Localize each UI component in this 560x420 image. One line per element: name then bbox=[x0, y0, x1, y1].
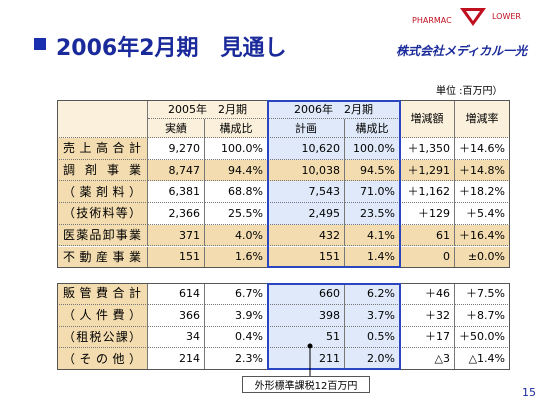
table-cell: 211 bbox=[268, 348, 345, 370]
table-cell: 2.0% bbox=[345, 348, 400, 370]
table-cell: 9,270 bbox=[148, 138, 205, 160]
annotation-box: 外形標準課税12百万円 bbox=[242, 376, 370, 393]
table-cell: ＋16.4% bbox=[455, 224, 510, 247]
unit-label: 単位 :百万円） bbox=[436, 86, 503, 97]
row-label: 不動産事業 bbox=[57, 246, 148, 269]
group-header: 増減額 bbox=[400, 100, 455, 138]
table-cell: △3 bbox=[400, 348, 455, 370]
table-cell: 10,038 bbox=[268, 159, 345, 182]
table-cell: ＋1,291 bbox=[400, 159, 455, 182]
table-cell: 100.0% bbox=[205, 138, 268, 160]
row-label: 調剤事業 bbox=[57, 159, 148, 182]
sub-header: 計画 bbox=[268, 119, 345, 138]
sub-header: 構成比 bbox=[345, 119, 400, 138]
table-cell: ＋14.6% bbox=[455, 138, 510, 160]
table-cell: 51 bbox=[268, 326, 345, 349]
row-label: 売上高合計 bbox=[57, 138, 148, 160]
table-cell: 4.1% bbox=[345, 224, 400, 247]
table-cell: 1.4% bbox=[345, 246, 400, 269]
group-header: 2005年 2月期 bbox=[148, 100, 268, 119]
table-cell: ＋5.4% bbox=[455, 203, 510, 225]
table-cell: 10,620 bbox=[268, 138, 345, 160]
table-cell: ＋14.8% bbox=[455, 159, 510, 182]
table-cell: △1.4% bbox=[455, 348, 510, 370]
table-cell: 214 bbox=[148, 348, 205, 370]
sub-header: 実績 bbox=[148, 119, 205, 138]
table-cell: 6,381 bbox=[148, 181, 205, 204]
table-cell: 7,543 bbox=[268, 181, 345, 204]
table-cell: 61 bbox=[400, 224, 455, 247]
table-cell: 2,366 bbox=[148, 203, 205, 225]
table-cell: 2.3% bbox=[205, 348, 268, 370]
row-label: 販管費合計 bbox=[57, 283, 148, 305]
table-cell: ＋1,162 bbox=[400, 181, 455, 204]
table-cell: 71.0% bbox=[345, 181, 400, 204]
title-bullet bbox=[34, 38, 46, 50]
table-cell: ＋32 bbox=[400, 304, 455, 327]
table-cell: ＋129 bbox=[400, 203, 455, 225]
row-label: （薬剤料） bbox=[57, 181, 148, 204]
table-cell: 0.4% bbox=[205, 326, 268, 349]
table-cell: 6.2% bbox=[345, 283, 400, 305]
table-cell: 68.8% bbox=[205, 181, 268, 204]
table-cell: 398 bbox=[268, 304, 345, 327]
table-cell: 1.6% bbox=[205, 246, 268, 269]
company-name: 株式会社メディカル一光 bbox=[396, 44, 528, 58]
table-cell: 366 bbox=[148, 304, 205, 327]
row-label: （技術料等） bbox=[57, 203, 148, 225]
group-header: 増減率 bbox=[455, 100, 510, 138]
page-number: 15 bbox=[522, 386, 536, 399]
row-label: （租税公課） bbox=[57, 326, 148, 349]
table-cell: ＋46 bbox=[400, 283, 455, 305]
row-label: 医薬品卸事業 bbox=[57, 224, 148, 247]
group-header: 2006年 2月期 bbox=[268, 100, 400, 119]
row-label: （人件費） bbox=[57, 304, 148, 327]
table-cell: 4.0% bbox=[205, 224, 268, 247]
table-cell: ＋18.2% bbox=[455, 181, 510, 204]
table-cell: 25.5% bbox=[205, 203, 268, 225]
table-cell: ＋17 bbox=[400, 326, 455, 349]
table-cell: 371 bbox=[148, 224, 205, 247]
table-cell: 614 bbox=[148, 283, 205, 305]
table-cell: ＋50.0% bbox=[455, 326, 510, 349]
table-cell: 151 bbox=[148, 246, 205, 269]
sub-header: 構成比 bbox=[205, 119, 268, 138]
slide-title: 2006年2月期 見通し bbox=[56, 36, 287, 61]
table-cell: ＋1,350 bbox=[400, 138, 455, 160]
table-cell: 100.0% bbox=[345, 138, 400, 160]
table-cell: 6.7% bbox=[205, 283, 268, 305]
table-cell: 34 bbox=[148, 326, 205, 349]
table-cell: 94.4% bbox=[205, 159, 268, 182]
table-cell: 3.9% bbox=[205, 304, 268, 327]
row-label: （その他） bbox=[57, 348, 148, 370]
table-cell: 94.5% bbox=[345, 159, 400, 182]
table-cell: ±0.0% bbox=[455, 246, 510, 269]
table-cell: ＋8.7% bbox=[455, 304, 510, 327]
table-cell: 8,747 bbox=[148, 159, 205, 182]
table-cell: 0.5% bbox=[345, 326, 400, 349]
logo-text: LOWER bbox=[492, 12, 521, 21]
table-cell: 23.5% bbox=[345, 203, 400, 225]
table-cell: 151 bbox=[268, 246, 345, 269]
table-cell: 2,495 bbox=[268, 203, 345, 225]
header-cell bbox=[57, 100, 148, 138]
table-cell: 660 bbox=[268, 283, 345, 305]
logo-mark bbox=[460, 8, 486, 26]
logo-text: PHARMAC bbox=[412, 16, 452, 25]
table-cell: 432 bbox=[268, 224, 345, 247]
table-cell: 3.7% bbox=[345, 304, 400, 327]
table-cell: ＋7.5% bbox=[455, 283, 510, 305]
table-cell: 0 bbox=[400, 246, 455, 269]
